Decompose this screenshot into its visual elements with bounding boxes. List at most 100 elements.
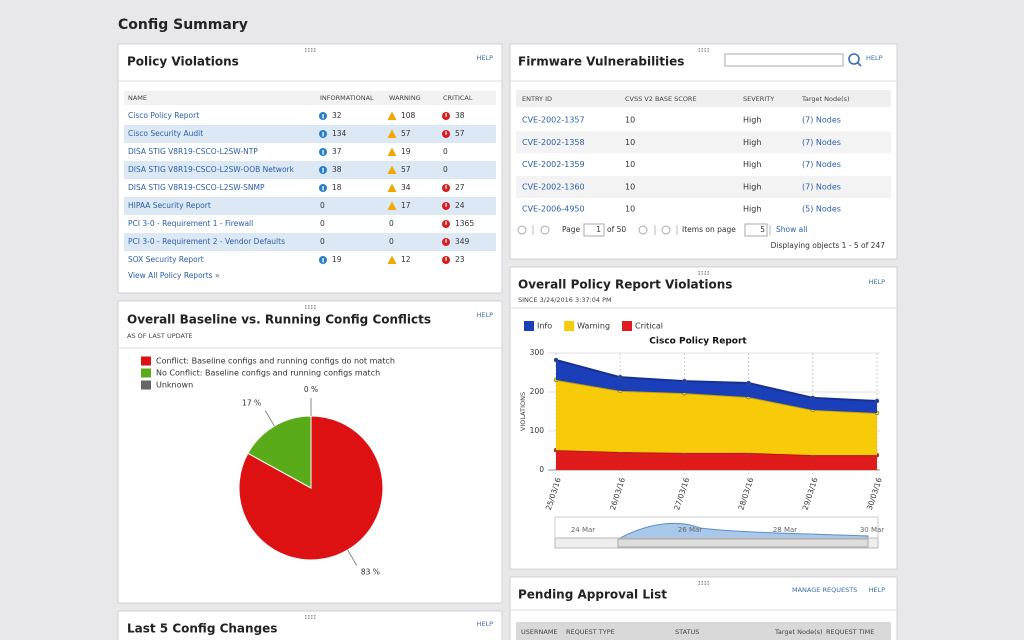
pager-button[interactable]	[661, 225, 671, 235]
pager-button[interactable]	[540, 225, 550, 235]
page-number: 1	[596, 225, 601, 234]
warning-icon	[387, 129, 397, 138]
legend-swatch	[524, 321, 534, 331]
cell-value: 19	[401, 147, 411, 156]
area	[556, 379, 877, 456]
legend-label: Unknown	[156, 381, 193, 390]
cell-link[interactable]: CVE-2006-4950	[522, 205, 585, 214]
panel-title: Last 5 Config Changes	[127, 622, 277, 636]
cell-value: 0	[443, 147, 448, 156]
drag-handle	[305, 617, 307, 619]
column-header: USERNAME	[521, 628, 558, 636]
row-stripe	[124, 233, 496, 251]
drag-handle	[308, 48, 310, 50]
data-point	[746, 380, 751, 386]
panel-subtitle: SINCE 3/24/2016 3:37:04 PM	[518, 296, 612, 304]
drag-handle	[314, 617, 316, 619]
cell-link[interactable]: (7) Nodes	[802, 160, 841, 169]
report-link[interactable]: PCI 3-0 - Requirement 2 - Vendor Default…	[128, 237, 285, 246]
search-input[interactable]	[724, 53, 844, 67]
drag-handle	[704, 583, 706, 585]
drag-handle	[305, 307, 307, 309]
drag-handle	[698, 581, 700, 583]
cell-value: 38	[455, 111, 465, 120]
help-link[interactable]: HELP	[476, 54, 493, 62]
items-input[interactable]	[744, 223, 768, 237]
help-link[interactable]: HELP	[868, 278, 885, 286]
column-header: CRITICAL	[443, 94, 473, 102]
icon-glyph	[445, 257, 447, 261]
report-link[interactable]: DISA STIG V8R19-CSCO-L2SW-NTP	[128, 147, 258, 156]
manage-link[interactable]: MANAGE REQUESTS	[792, 586, 857, 594]
cell-link[interactable]: CVE-2002-1358	[522, 138, 585, 147]
drag-handle	[707, 48, 709, 50]
cell-link[interactable]: CVE-2002-1359	[522, 160, 585, 169]
report-link[interactable]: SOX Security Report	[128, 255, 204, 264]
data-point	[553, 357, 559, 363]
drag-handle	[305, 305, 307, 307]
cell-value: 0	[320, 237, 325, 246]
legend-label: Critical	[635, 322, 663, 331]
drag-handle	[305, 48, 307, 50]
drag-handle	[308, 305, 310, 307]
y-tick-label: 0	[539, 465, 544, 474]
cell-value: 10	[625, 138, 635, 147]
drag-handle	[311, 48, 313, 50]
cell-link[interactable]: (7) Nodes	[802, 138, 841, 147]
pager-button[interactable]	[638, 225, 648, 235]
panel-title: Firmware Vulnerabilities	[518, 55, 684, 69]
page-input[interactable]	[583, 223, 605, 237]
pager-label: Items on page	[682, 225, 736, 234]
report-link[interactable]: Cisco Policy Report	[128, 111, 199, 120]
report-link[interactable]: DISA STIG V8R19-CSCO-L2SW-OOB Network	[128, 165, 295, 174]
help-link[interactable]: HELP	[476, 311, 493, 319]
drag-handle	[311, 615, 313, 617]
show-all-link[interactable]: Show all	[776, 225, 807, 234]
cell-value: 12	[401, 255, 411, 264]
view-all-link[interactable]: View All Policy Reports »	[128, 271, 220, 280]
search-icon	[857, 62, 862, 67]
drag-handle	[308, 50, 310, 52]
drag-handle	[314, 50, 316, 52]
legend-swatch	[564, 321, 575, 331]
y-tick-label: 200	[530, 387, 545, 396]
help-link[interactable]: HELP	[476, 620, 493, 628]
drag-handle	[704, 273, 706, 275]
report-link[interactable]: Cisco Security Audit	[128, 129, 203, 138]
drag-handle	[311, 307, 313, 309]
cell-link[interactable]: CVE-2002-1357	[522, 116, 585, 125]
cell-link[interactable]: (7) Nodes	[802, 116, 841, 125]
legend-swatch	[141, 380, 151, 390]
slice-label: 83 %	[361, 567, 380, 576]
search-icon[interactable]	[848, 53, 860, 65]
drag-handle	[701, 50, 703, 52]
panel-title: Overall Baseline vs. Running Config Conf…	[127, 313, 431, 327]
drag-handle	[308, 615, 310, 617]
drag-handle	[704, 271, 706, 273]
icon-glyph	[322, 132, 324, 137]
warning-icon	[387, 147, 397, 156]
navigator-label: 28 Mar	[773, 526, 797, 534]
drag-handle	[305, 615, 307, 617]
help-link[interactable]: HELP	[866, 54, 883, 62]
navigator-label: 26 Mar	[678, 526, 702, 534]
icon-glyph	[322, 150, 324, 155]
cell-value: 349	[455, 237, 470, 246]
cell-link[interactable]: (7) Nodes	[802, 182, 841, 191]
report-link[interactable]: PCI 3-0 - Requirement 1 - Firewall	[128, 219, 253, 228]
cell-value: 10	[625, 116, 635, 125]
cell-link[interactable]: CVE-2002-1360	[522, 182, 585, 191]
navigator-label: 24 Mar	[571, 526, 595, 534]
pager-button[interactable]	[517, 225, 527, 235]
leader-line	[347, 549, 358, 566]
cell-value: 17	[401, 201, 411, 210]
icon-glyph	[445, 185, 447, 189]
row-stripe	[516, 175, 891, 198]
help-link[interactable]: HELP	[868, 586, 885, 594]
report-link[interactable]: DISA STIG V8R19-CSCO-L2SW-SNMP	[128, 183, 265, 192]
scrollbar-thumb[interactable]	[617, 538, 869, 548]
drag-handle	[707, 581, 709, 583]
cell-link[interactable]: (5) Nodes	[802, 205, 841, 214]
cell-value: 18	[332, 183, 342, 192]
report-link[interactable]: HIPAA Security Report	[128, 201, 211, 210]
